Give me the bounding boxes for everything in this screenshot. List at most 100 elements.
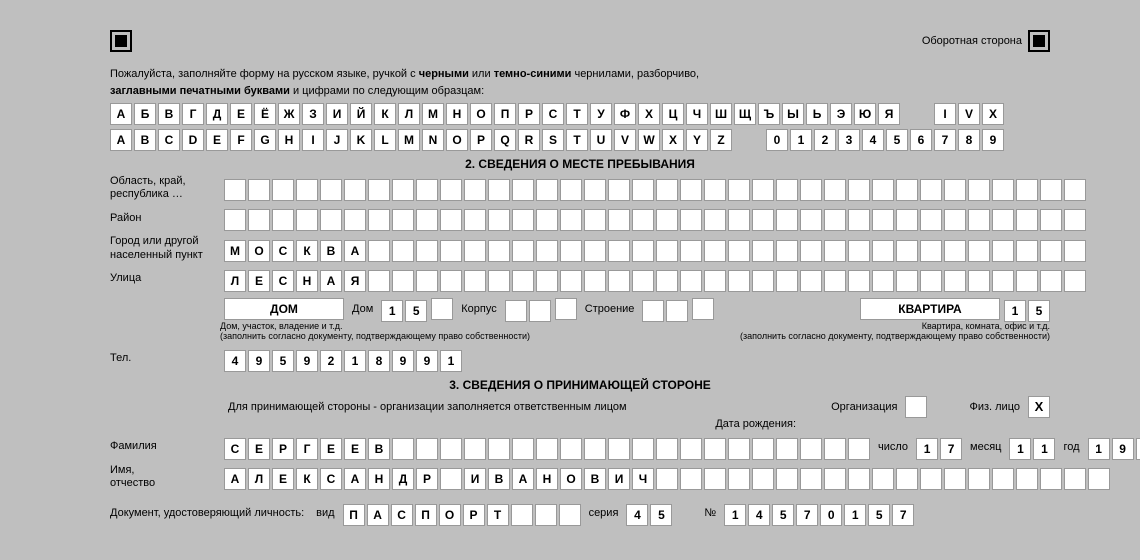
char-cell[interactable]: 1 — [344, 350, 366, 372]
char-cell[interactable] — [559, 504, 581, 526]
char-cell[interactable] — [1040, 240, 1062, 262]
char-cell[interactable]: 5 — [650, 504, 672, 526]
char-cell[interactable] — [800, 209, 822, 231]
char-cell[interactable]: 9 — [392, 350, 414, 372]
doc-no-cells[interactable]: 14570157 — [724, 504, 914, 526]
char-cell[interactable] — [704, 438, 726, 460]
char-cell[interactable] — [968, 270, 990, 292]
doc-series-cells[interactable]: 45 — [626, 504, 672, 526]
char-cell[interactable] — [1040, 209, 1062, 231]
char-cell[interactable] — [896, 209, 918, 231]
char-cell[interactable] — [512, 209, 534, 231]
char-cell[interactable]: 7 — [940, 438, 962, 460]
char-cell[interactable] — [608, 209, 630, 231]
tel-cells[interactable]: 4959218991 — [224, 350, 462, 372]
char-cell[interactable] — [392, 240, 414, 262]
char-cell[interactable] — [968, 468, 990, 490]
char-cell[interactable]: 9 — [248, 350, 270, 372]
char-cell[interactable] — [320, 179, 342, 201]
char-cell[interactable] — [560, 209, 582, 231]
char-cell[interactable]: 9 — [416, 350, 438, 372]
korpus-cells[interactable] — [505, 300, 551, 322]
char-cell[interactable]: 1 — [1009, 438, 1031, 460]
char-cell[interactable] — [776, 179, 798, 201]
char-cell[interactable]: Е — [248, 270, 270, 292]
char-cell[interactable] — [560, 270, 582, 292]
char-cell[interactable] — [704, 240, 726, 262]
char-cell[interactable] — [632, 438, 654, 460]
char-cell[interactable] — [632, 179, 654, 201]
char-cell[interactable]: А — [344, 468, 366, 490]
char-cell[interactable] — [416, 179, 438, 201]
char-cell[interactable] — [416, 240, 438, 262]
char-cell[interactable] — [392, 179, 414, 201]
char-cell[interactable] — [440, 270, 462, 292]
char-cell[interactable] — [440, 438, 462, 460]
char-cell[interactable] — [776, 209, 798, 231]
char-cell[interactable] — [728, 209, 750, 231]
char-cell[interactable]: А — [320, 270, 342, 292]
char-cell[interactable] — [656, 270, 678, 292]
char-cell[interactable] — [944, 179, 966, 201]
char-cell[interactable]: 1 — [381, 300, 403, 322]
char-cell[interactable] — [752, 438, 774, 460]
char-cell[interactable] — [392, 438, 414, 460]
char-cell[interactable] — [920, 179, 942, 201]
char-cell[interactable]: К — [296, 240, 318, 262]
char-cell[interactable] — [992, 270, 1014, 292]
char-cell[interactable] — [1064, 209, 1086, 231]
char-cell[interactable] — [642, 300, 664, 322]
char-cell[interactable] — [848, 240, 870, 262]
surname-cells[interactable]: СЕРГЕЕВ — [224, 438, 870, 460]
name-cells[interactable]: АЛЕКСАНДРИВАНОВИЧ — [224, 468, 1110, 490]
house-cells[interactable]: 15 — [381, 300, 427, 322]
char-cell[interactable] — [584, 270, 606, 292]
char-cell[interactable] — [224, 179, 246, 201]
char-cell[interactable] — [992, 209, 1014, 231]
char-cell[interactable] — [320, 209, 342, 231]
char-cell[interactable] — [272, 179, 294, 201]
char-cell[interactable]: Р — [416, 468, 438, 490]
char-cell[interactable]: Е — [272, 468, 294, 490]
char-cell[interactable] — [535, 504, 557, 526]
char-cell[interactable] — [1040, 179, 1062, 201]
char-cell[interactable]: И — [608, 468, 630, 490]
char-cell[interactable]: 1 — [844, 504, 866, 526]
char-cell[interactable] — [632, 240, 654, 262]
month-cells[interactable]: 11 — [1009, 438, 1055, 460]
char-cell[interactable] — [920, 468, 942, 490]
char-cell[interactable] — [632, 209, 654, 231]
street-cells[interactable]: ЛЕСНАЯ — [224, 270, 1086, 292]
char-cell[interactable] — [968, 240, 990, 262]
char-cell[interactable]: 4 — [748, 504, 770, 526]
char-cell[interactable] — [680, 270, 702, 292]
char-cell[interactable]: Н — [296, 270, 318, 292]
char-cell[interactable]: К — [296, 468, 318, 490]
char-cell[interactable]: В — [488, 468, 510, 490]
char-cell[interactable] — [632, 270, 654, 292]
char-cell[interactable]: А — [367, 504, 389, 526]
char-cell[interactable]: Р — [463, 504, 485, 526]
char-cell[interactable]: О — [439, 504, 461, 526]
char-cell[interactable] — [968, 209, 990, 231]
char-cell[interactable] — [872, 240, 894, 262]
char-cell[interactable]: И — [464, 468, 486, 490]
char-cell[interactable] — [560, 438, 582, 460]
char-cell[interactable] — [728, 179, 750, 201]
char-cell[interactable] — [512, 438, 534, 460]
char-cell[interactable]: 5 — [772, 504, 794, 526]
char-cell[interactable]: О — [248, 240, 270, 262]
char-cell[interactable] — [512, 240, 534, 262]
char-cell[interactable] — [536, 209, 558, 231]
char-cell[interactable] — [1016, 179, 1038, 201]
char-cell[interactable] — [776, 240, 798, 262]
char-cell[interactable]: 0 — [820, 504, 842, 526]
char-cell[interactable] — [584, 179, 606, 201]
char-cell[interactable] — [512, 179, 534, 201]
char-cell[interactable] — [584, 209, 606, 231]
char-cell[interactable] — [848, 209, 870, 231]
char-cell[interactable] — [1064, 468, 1086, 490]
char-cell[interactable] — [608, 438, 630, 460]
char-cell[interactable]: А — [512, 468, 534, 490]
char-cell[interactable] — [224, 209, 246, 231]
